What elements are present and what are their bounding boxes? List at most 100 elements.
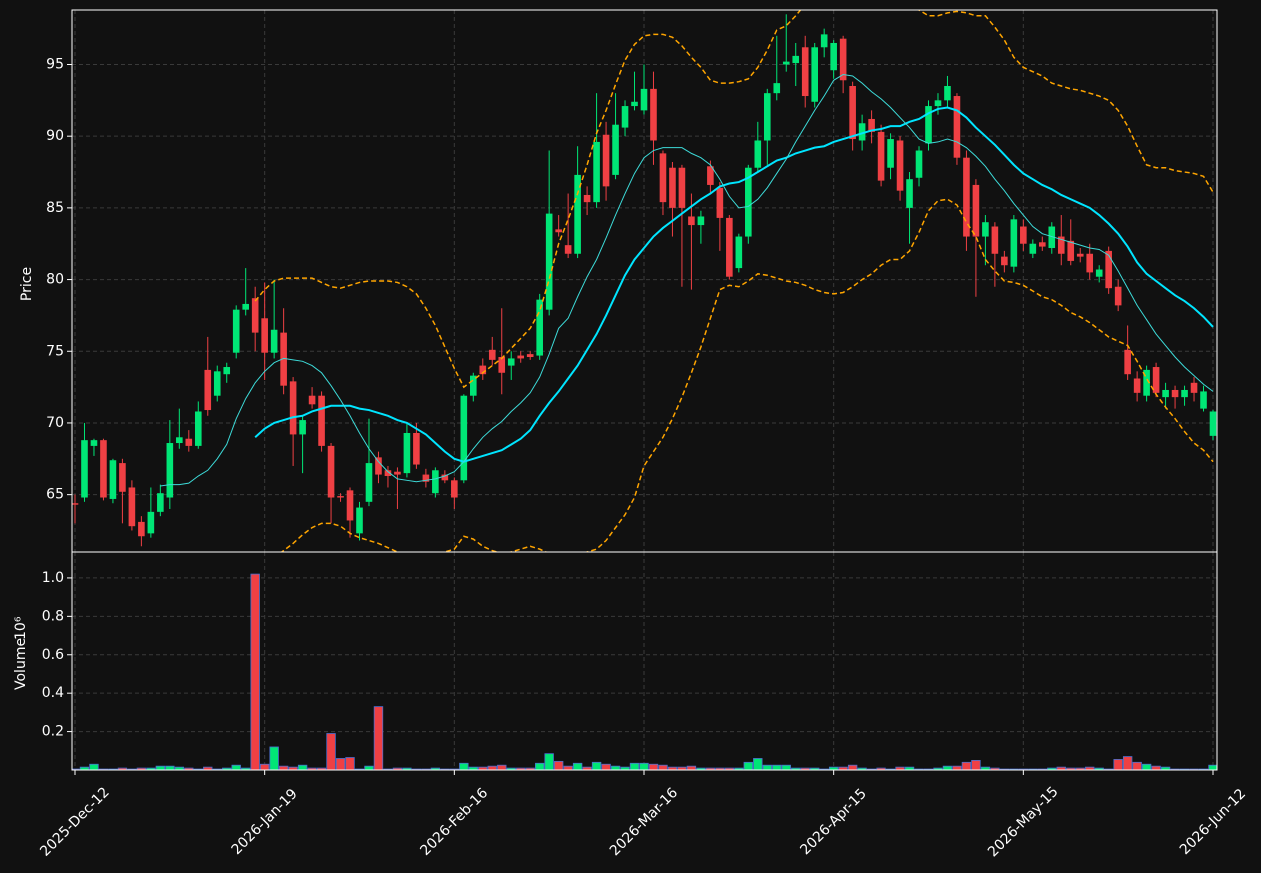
- volume-bar: [288, 766, 298, 770]
- volume-bar: [610, 765, 621, 770]
- candle-body: [1181, 389, 1188, 398]
- candle-body: [982, 222, 989, 237]
- candle-body: [650, 88, 657, 141]
- volume-bar: [971, 759, 981, 770]
- candle-body: [754, 140, 762, 168]
- volume-bar: [345, 757, 355, 770]
- candle-body: [138, 521, 145, 537]
- candle-body: [1086, 253, 1094, 273]
- volume-bar: [478, 766, 488, 770]
- volume-bar: [753, 758, 763, 770]
- y-tick-label: 80: [46, 272, 64, 288]
- candle-body: [166, 443, 174, 498]
- y-tick-label: 0.8: [42, 608, 64, 624]
- candle-body: [716, 187, 724, 218]
- volume-bar: [1160, 766, 1171, 770]
- candle-body: [1162, 389, 1169, 398]
- candle-body: [422, 474, 430, 482]
- candle-body: [1076, 253, 1084, 257]
- volume-bar: [895, 766, 905, 770]
- candle-body: [498, 356, 506, 373]
- candle-body: [1209, 411, 1217, 436]
- volume-bar: [259, 763, 270, 770]
- volume-bar: [1151, 765, 1161, 770]
- volume-bar: [278, 765, 289, 770]
- candle-body: [896, 140, 904, 191]
- candle-body: [375, 457, 382, 475]
- volume-bar: [174, 766, 185, 770]
- candle-body: [356, 507, 363, 534]
- candle-body: [963, 157, 970, 237]
- y-tick-label: 75: [46, 343, 64, 359]
- candle-body: [90, 440, 98, 446]
- candle-body: [659, 153, 667, 203]
- candle-body: [953, 96, 961, 158]
- candle-body: [81, 440, 88, 498]
- candle-body: [261, 318, 268, 353]
- volume-bar: [828, 766, 839, 770]
- volume-bar: [89, 763, 99, 770]
- volume-bar: [620, 766, 630, 770]
- candle-body: [763, 93, 771, 141]
- volume-bar: [658, 764, 668, 770]
- volume-frame: [71, 551, 1218, 771]
- volume-bar: [781, 764, 791, 770]
- candle-body: [678, 167, 686, 208]
- candle-body: [536, 299, 543, 356]
- volume-bar: [847, 764, 858, 770]
- candle-body: [925, 106, 932, 144]
- volume-bar: [904, 766, 915, 770]
- candle-body: [877, 131, 885, 181]
- volume-bar: [582, 766, 592, 770]
- volume-bar: [563, 765, 573, 770]
- volume-bar: [1056, 766, 1066, 770]
- candle-body: [906, 179, 913, 208]
- volume-bar: [79, 766, 90, 770]
- candle-body: [299, 420, 306, 435]
- candle-body: [1001, 256, 1008, 266]
- y-axis-label: Price: [19, 267, 35, 301]
- candle-body: [394, 471, 401, 475]
- candle-body: [232, 309, 240, 353]
- volume-bar: [373, 706, 384, 770]
- candle-body: [858, 123, 866, 141]
- candle-body: [593, 141, 600, 203]
- price-panel: [72, 10, 1217, 552]
- candle-body: [697, 216, 705, 226]
- candle-body: [707, 166, 714, 185]
- y-tick-label: 90: [46, 128, 64, 144]
- volume-bar: [468, 766, 479, 770]
- volume-bar: [1132, 761, 1142, 770]
- candle-body: [213, 371, 221, 396]
- candle-body: [811, 47, 818, 102]
- candle-body: [479, 365, 487, 375]
- candle-body: [887, 139, 894, 168]
- volume-bar: [203, 766, 213, 770]
- candle-body: [1067, 240, 1075, 261]
- volume-bar: [1122, 756, 1133, 770]
- candle-body: [280, 332, 287, 386]
- volume-bar: [544, 753, 554, 770]
- candle-body: [308, 395, 316, 405]
- volume-bar: [743, 761, 754, 770]
- volume-bar: [459, 762, 469, 770]
- volume-exponent-label: 10⁶: [13, 616, 29, 640]
- y-tick-label: 0.2: [42, 724, 64, 740]
- overlay-line: [280, 198, 1214, 552]
- candle-body: [745, 167, 752, 237]
- candle-body: [157, 493, 164, 512]
- candle-body: [72, 503, 79, 505]
- candle-body: [403, 432, 411, 474]
- candle-body: [792, 55, 800, 64]
- y-tick-label: 85: [46, 200, 64, 216]
- candle-body: [1190, 382, 1198, 393]
- candle-body: [365, 463, 373, 502]
- volume-bar: [297, 764, 308, 770]
- candle-body: [223, 367, 231, 375]
- candle-body: [194, 411, 202, 446]
- candle-body: [1114, 286, 1122, 306]
- candle-body: [735, 236, 743, 269]
- volume-bar: [335, 758, 346, 770]
- candle-body: [688, 216, 695, 226]
